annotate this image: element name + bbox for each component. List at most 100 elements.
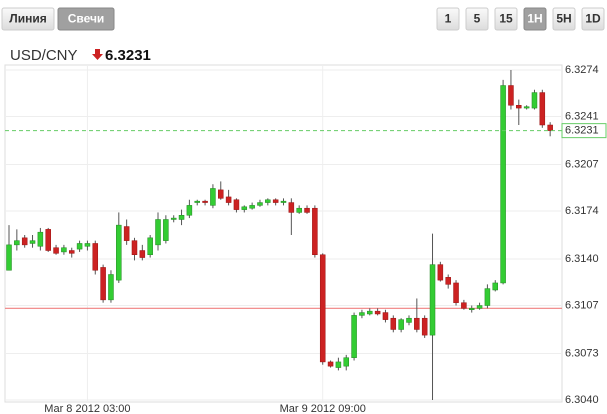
last-price: 6.3231: [105, 47, 151, 64]
candle-body: [170, 217, 177, 220]
candle-body: [429, 264, 436, 336]
candle-body: [476, 305, 483, 309]
button[interactable]: [1, 7, 55, 31]
button-label[interactable]: 15: [499, 12, 513, 26]
y-tick-label: 6.3174: [565, 205, 599, 217]
candle-body: [421, 317, 428, 336]
y-tick-label: 6.3207: [565, 158, 599, 170]
candle-body: [147, 237, 153, 255]
candle-body: [45, 229, 51, 251]
y-tick-label: 6.3040: [565, 394, 599, 406]
candle-body: [547, 124, 553, 131]
candle-body: [123, 226, 130, 241]
candle-body: [437, 264, 444, 281]
x-tick-label: Mar 8 2012 03:00: [44, 403, 130, 414]
button-label[interactable]: Свечи: [68, 12, 105, 26]
symbol: USD/CNY: [10, 47, 78, 64]
candle-body: [225, 196, 232, 203]
y-tick-label: 6.3107: [565, 299, 599, 311]
candle-body: [163, 219, 169, 241]
candle-body: [304, 207, 310, 213]
candle-body: [61, 247, 67, 253]
candle-body: [202, 200, 208, 203]
candle-body: [108, 274, 114, 301]
candle-body: [241, 206, 248, 210]
candle-body: [500, 85, 506, 284]
candle-body: [461, 302, 467, 309]
candle-body: [178, 215, 185, 220]
last-price-box: [561, 123, 607, 139]
plot-frame: [4, 64, 563, 403]
candle-body: [92, 243, 99, 271]
candle-body: [508, 85, 514, 106]
candle-body: [406, 317, 412, 323]
y-tick-label: 6.3140: [565, 253, 599, 265]
candle-body: [414, 317, 420, 330]
button-label[interactable]: Линия: [9, 12, 46, 26]
button-label[interactable]: 1H: [527, 12, 542, 26]
x-tick-label: Mar 9 2012 09:00: [280, 403, 366, 414]
button[interactable]: [465, 7, 489, 31]
candle-body: [398, 319, 404, 330]
candle-body: [280, 200, 287, 203]
candle-body: [6, 244, 12, 271]
candle-body: [68, 250, 75, 254]
candle-body: [100, 267, 106, 301]
candle-body: [288, 202, 295, 213]
button-label[interactable]: 1D: [585, 12, 601, 26]
candle-body: [14, 240, 20, 246]
candle-body: [194, 200, 200, 203]
candle-body: [210, 188, 216, 206]
candle-body: [257, 202, 263, 206]
candle-body: [484, 288, 491, 306]
candle-body: [335, 361, 342, 368]
candle-body: [453, 282, 459, 303]
candle-body: [539, 92, 546, 126]
candle-body: [296, 207, 302, 213]
last-price-label: 6.3231: [565, 125, 599, 137]
button-label[interactable]: 5H: [556, 12, 571, 26]
candle-body: [468, 308, 475, 310]
button[interactable]: [436, 7, 460, 31]
candle-body: [37, 231, 44, 247]
button-label[interactable]: 1: [445, 12, 452, 26]
candle-body: [265, 199, 271, 203]
candle-body: [53, 247, 59, 254]
button[interactable]: [581, 7, 605, 31]
button[interactable]: [552, 7, 576, 31]
candle-body: [319, 254, 326, 363]
candle-body: [116, 224, 122, 281]
y-tick-label: 6.3274: [565, 64, 599, 76]
y-tick-label: 6.3073: [565, 347, 599, 359]
candle-body: [492, 282, 499, 291]
candle-body: [186, 205, 193, 216]
candle-body: [249, 205, 255, 209]
candle-body: [390, 317, 397, 330]
candle-body: [139, 250, 146, 258]
candle-body: [155, 219, 161, 246]
candle-body: [531, 92, 538, 109]
candle-body: [327, 361, 334, 367]
candle-body: [272, 199, 279, 203]
candle-body: [218, 189, 224, 199]
candle-body: [343, 357, 349, 367]
y-tick-label: 6.3241: [565, 110, 599, 122]
direction-arrow: [92, 49, 103, 60]
button[interactable]: [57, 7, 115, 31]
candle-body: [21, 237, 28, 246]
candle-body: [312, 207, 318, 255]
candle-body: [382, 312, 389, 320]
button-label[interactable]: 5: [474, 12, 481, 26]
button[interactable]: [523, 7, 547, 31]
candle-body: [374, 310, 381, 315]
candle-body: [359, 312, 365, 316]
candle-body: [516, 105, 522, 109]
candle-body: [523, 106, 530, 109]
candle-body: [367, 310, 373, 315]
candle-body: [445, 277, 451, 285]
button[interactable]: [494, 7, 518, 31]
candle-body: [84, 243, 91, 247]
candle-body: [76, 243, 83, 250]
candle-body: [351, 315, 357, 358]
